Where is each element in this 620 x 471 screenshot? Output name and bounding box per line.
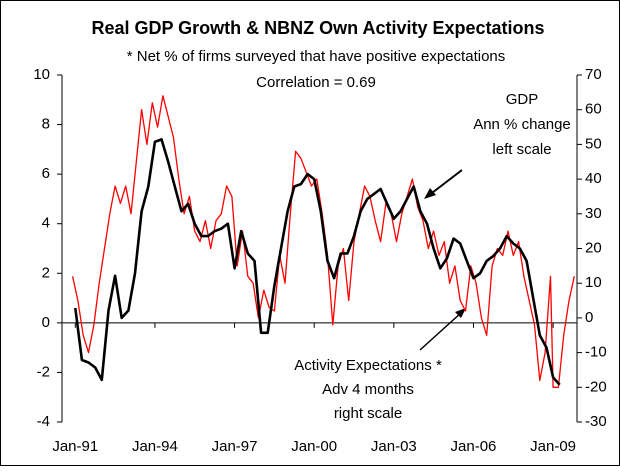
y2-tick-label: -30 — [585, 413, 607, 430]
y-tick-label: 4 — [42, 215, 50, 232]
annotation: left scale — [492, 141, 551, 158]
y2-tick-label: 10 — [585, 274, 602, 291]
y2-tick-label: 20 — [585, 239, 602, 256]
chart-subtitle: * Net % of firms surveyed that have posi… — [127, 48, 506, 65]
y2-tick-label: 30 — [585, 205, 602, 222]
x-tick-label: Jan-03 — [371, 438, 417, 455]
x-tick-label: Jan-09 — [530, 438, 576, 455]
annotation-arrowhead — [424, 188, 436, 199]
y-tick-label: 6 — [42, 165, 50, 182]
annotation: Correlation = 0.69 — [256, 74, 376, 91]
y-tick-label: 0 — [42, 314, 50, 331]
annotation: GDP — [506, 91, 539, 108]
y2-tick-label: 70 — [585, 66, 602, 83]
y2-tick-label: -20 — [585, 378, 607, 395]
y2-tick-label: 40 — [585, 170, 602, 187]
x-tick-label: Jan-06 — [451, 438, 497, 455]
annotation-arrow — [419, 311, 463, 351]
data-line — [74, 138, 561, 386]
chart-title: Real GDP Growth & NBNZ Own Activity Expe… — [91, 18, 544, 38]
x-tick-label: Jan-91 — [52, 438, 98, 455]
annotation-arrow — [427, 169, 463, 197]
y-tick-label: -4 — [37, 413, 50, 430]
y2-tick-label: -10 — [585, 344, 607, 361]
y-tick-label: 10 — [33, 66, 50, 83]
annotation-arrowhead — [455, 308, 466, 318]
x-tick-label: Jan-00 — [291, 438, 337, 455]
y2-tick-label: 50 — [585, 135, 602, 152]
annotation: Activity Expectations * — [294, 357, 442, 374]
y-tick-label: 8 — [42, 116, 50, 133]
y-tick-label: 2 — [42, 264, 50, 281]
annotation: Adv 4 months — [322, 381, 414, 398]
x-tick-label: Jan-97 — [212, 438, 258, 455]
x-tick-label: Jan-94 — [132, 438, 178, 455]
y2-tick-label: 60 — [585, 101, 602, 118]
annotation: Ann % change — [473, 116, 571, 133]
y-tick-label: -2 — [37, 363, 50, 380]
y2-tick-label: 0 — [585, 309, 593, 326]
annotation: right scale — [334, 405, 402, 422]
